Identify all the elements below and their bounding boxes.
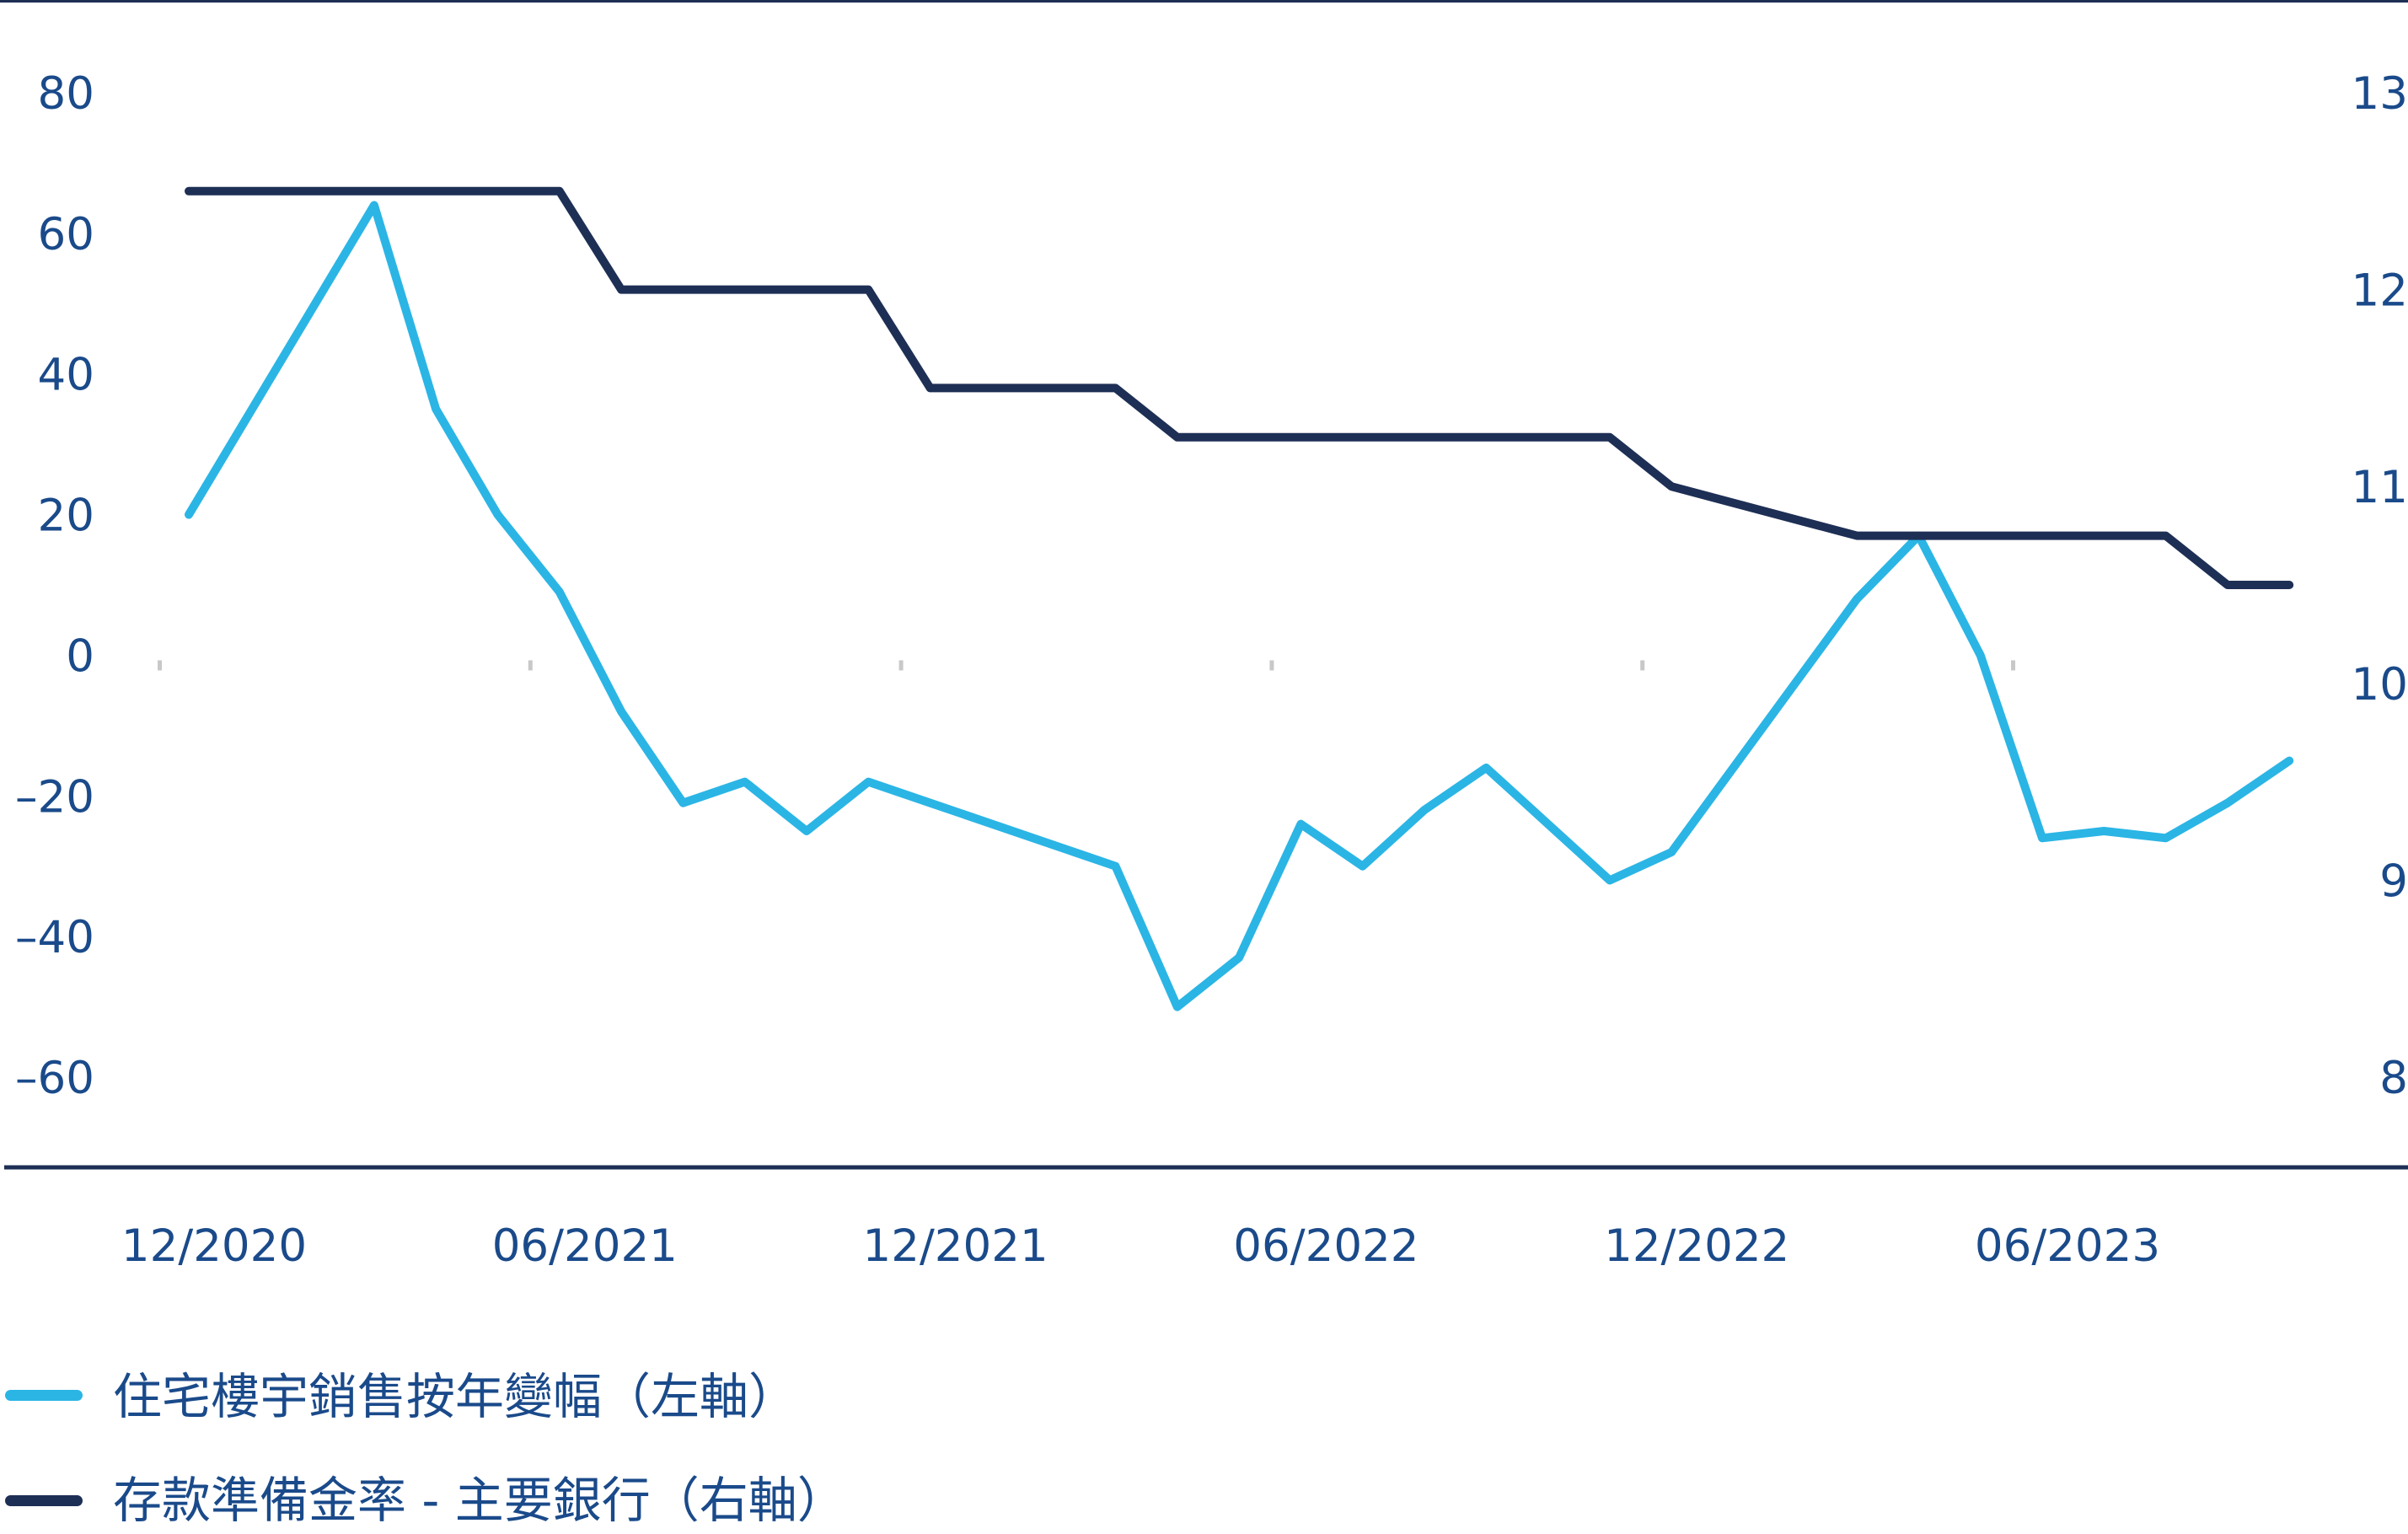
x-tick-label: 06/2021 xyxy=(492,1220,678,1272)
x-tick-mark xyxy=(1269,660,1274,671)
y-left-tick-label: 0 xyxy=(66,630,94,682)
y-right-tick-label: 10 xyxy=(2352,659,2408,711)
legend-swatch-housing-sales xyxy=(5,1390,83,1401)
x-tick-label: 06/2022 xyxy=(1233,1220,1419,1272)
x-tick-label: 12/2022 xyxy=(1604,1220,1789,1272)
y-left-tick-label: –40 xyxy=(15,912,94,963)
y-right-tick-label: 9 xyxy=(2379,856,2408,907)
legend-swatch-reserve-ratio xyxy=(5,1495,83,1506)
x-tick-mark xyxy=(1640,660,1645,671)
legend-label-reserve-ratio: 存款準備金率 - 主要銀行（右軸） xyxy=(113,1472,846,1529)
x-tick-mark xyxy=(528,660,533,671)
x-tick-label: 06/2023 xyxy=(1975,1220,2160,1272)
legend-item-reserve-ratio: 存款準備金率 - 主要銀行（右軸） xyxy=(0,1450,2408,1534)
x-tick-mark xyxy=(2011,660,2015,671)
y-right-tick-label: 11 xyxy=(2352,462,2408,513)
x-tick-mark xyxy=(898,660,904,671)
x-tick-label: 12/2021 xyxy=(863,1220,1048,1272)
x-tick-mark xyxy=(158,660,162,671)
y-left-tick-label: 40 xyxy=(38,350,94,401)
y-right-tick-label: 12 xyxy=(2352,266,2408,317)
y-left-tick-label: 20 xyxy=(38,491,94,542)
y-right-tick-label: 8 xyxy=(2379,1053,2408,1104)
y-left-tick-label: –60 xyxy=(15,1053,94,1104)
y-left-tick-label: 60 xyxy=(38,209,94,260)
series-line-reserve-ratio xyxy=(185,186,2294,589)
y-right-tick-label: 13 xyxy=(2352,68,2408,120)
y-left-tick-label: –20 xyxy=(15,771,94,823)
legend-item-housing-sales: 住宅樓宇銷售按年變幅（左軸） xyxy=(0,1349,2408,1433)
y-left-tick-label: 80 xyxy=(38,68,94,120)
series-line-housing-sales xyxy=(185,201,2294,1011)
x-tick-label: 12/2020 xyxy=(121,1220,307,1272)
legend-label-housing-sales: 住宅樓宇銷售按年變幅（左軸） xyxy=(113,1368,798,1425)
